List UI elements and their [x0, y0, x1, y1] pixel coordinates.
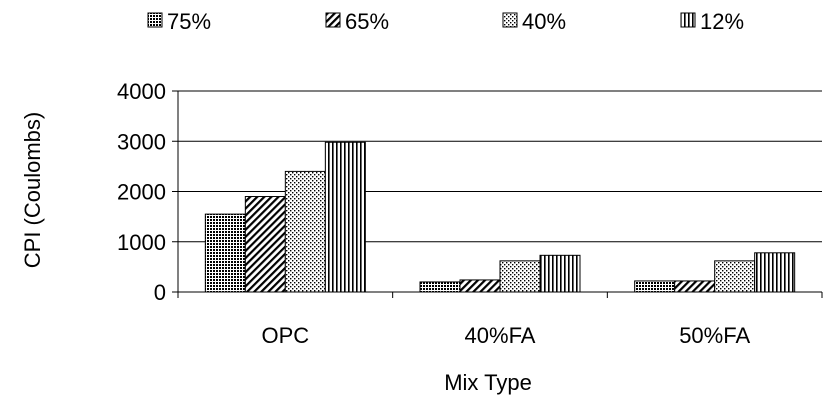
y-tick-label: 3000: [117, 129, 166, 154]
bar-OPC-12%: [324, 141, 366, 293]
legend-label: 12%: [700, 9, 744, 34]
legend-swatch: [147, 12, 163, 28]
bar-OPC-75%: [204, 213, 246, 293]
tick-labels: 0 1000 2000 3000 4000 OPC 40%FA 50%FA: [117, 79, 750, 348]
legend-label: 65%: [345, 9, 389, 34]
bar-50%FA-75%: [634, 280, 676, 293]
x-axis-label: Mix Type: [444, 370, 532, 395]
bar-50%FA-40%: [714, 260, 756, 293]
legend-swatch: [680, 12, 696, 28]
bar-40%FA-65%: [459, 279, 501, 293]
bar-40%FA-75%: [419, 281, 461, 293]
x-tick-label: OPC: [261, 323, 309, 348]
bar-OPC-40%: [284, 170, 326, 293]
bar-50%FA-65%: [674, 280, 716, 293]
legend-label: 40%: [522, 9, 566, 34]
bar-40%FA-12%: [539, 254, 581, 293]
y-tick-label: 2000: [117, 180, 166, 205]
y-tick-label: 1000: [117, 230, 166, 255]
bar-40%FA-40%: [499, 260, 541, 293]
legend-label: 75%: [167, 9, 211, 34]
chart-legend: 75% 65% 40% 12%: [147, 9, 744, 34]
bar-50%FA-12%: [754, 252, 796, 293]
bar-OPC-65%: [244, 196, 286, 293]
y-tick-label: 4000: [117, 79, 166, 104]
y-tick-label: 0: [154, 280, 166, 305]
legend-swatch: [502, 12, 518, 28]
legend-swatch: [325, 12, 341, 28]
x-tick-label: 40%FA: [465, 323, 536, 348]
bars: [204, 141, 796, 293]
y-axis-label: CPI (Coulombs): [20, 112, 45, 268]
axes: [172, 90, 823, 298]
x-tick-label: 50%FA: [679, 323, 750, 348]
